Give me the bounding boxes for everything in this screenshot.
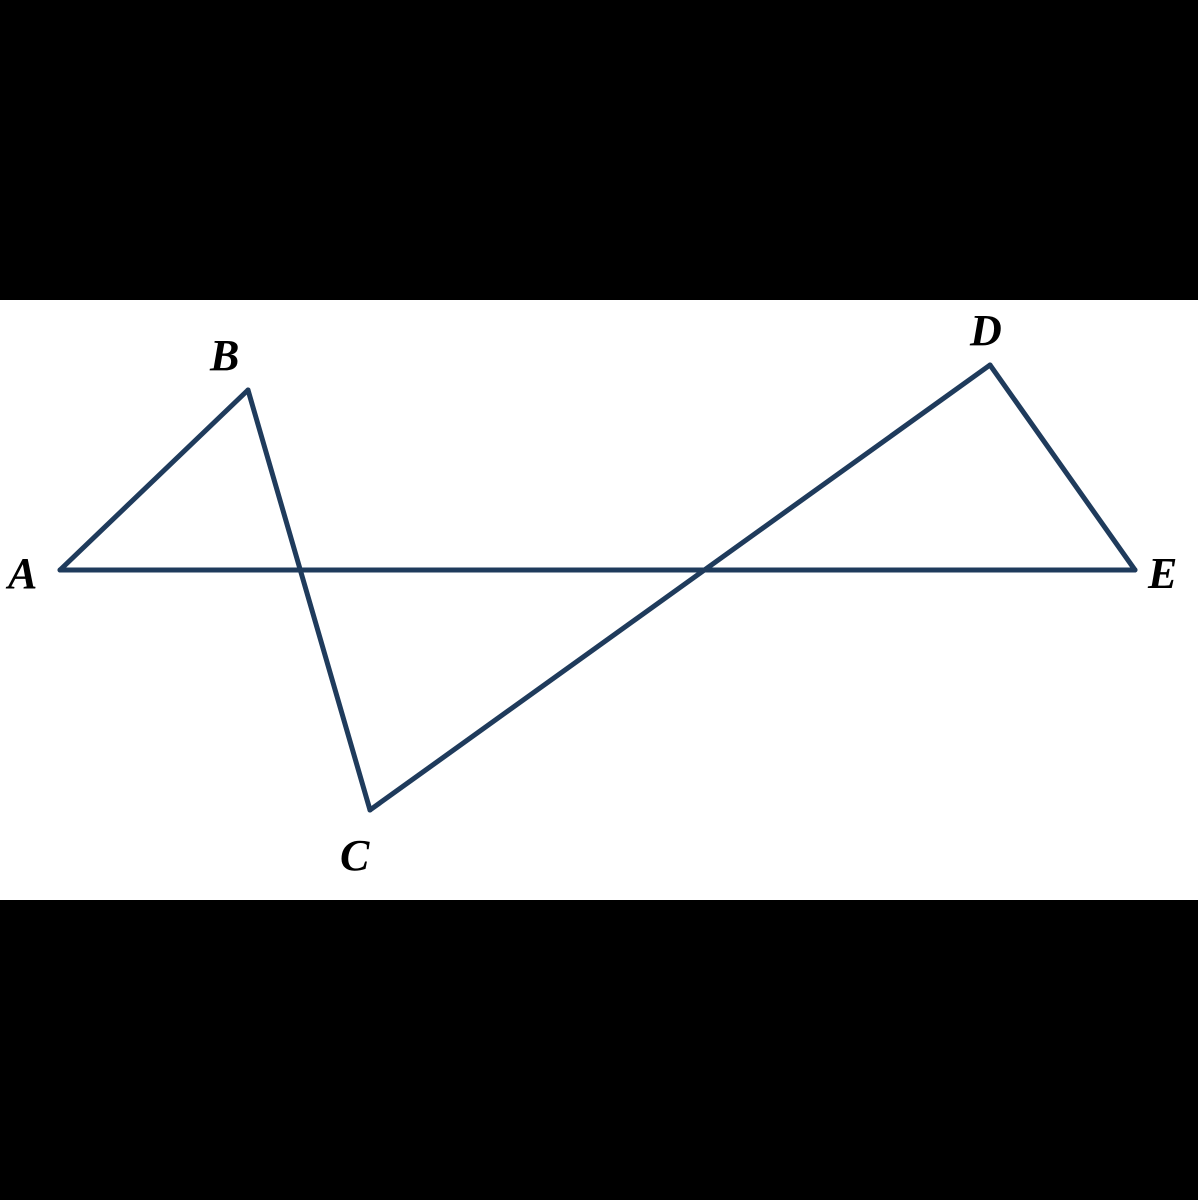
- vertex-label-a: A: [8, 548, 37, 599]
- vertex-label-e: E: [1148, 548, 1177, 599]
- vertex-label-b: B: [210, 330, 239, 381]
- polyline-figure: [0, 300, 1198, 900]
- diagram-canvas: A B C D E: [0, 300, 1198, 900]
- vertex-label-c: C: [340, 830, 369, 881]
- vertex-label-d: D: [970, 305, 1002, 356]
